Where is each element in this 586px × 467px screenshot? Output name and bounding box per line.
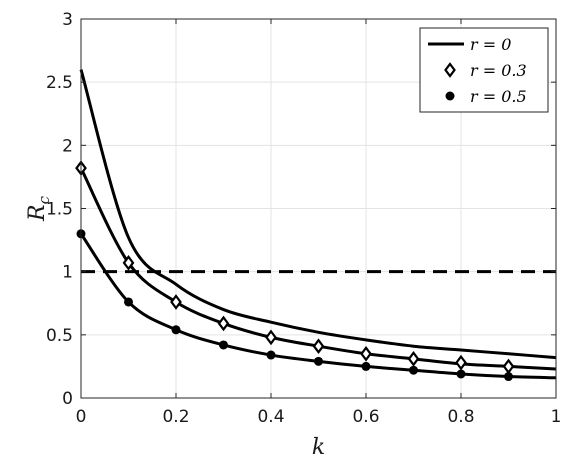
y-tick-label: 1: [62, 263, 73, 283]
y-axis-label: Rc: [25, 195, 53, 222]
series-1: [75, 160, 557, 375]
x-tick-label: 0.8: [447, 407, 474, 427]
legend-swatch-dot: [445, 91, 455, 101]
series-layer: [75, 69, 557, 382]
y-tick-label: 2: [62, 136, 73, 156]
legend-item-1: r = 0.3: [444, 61, 527, 80]
series-line-0: [79, 69, 557, 360]
legend-label: r = 0: [470, 35, 511, 54]
series-2-point: [504, 372, 513, 382]
series-1-point: [217, 315, 230, 332]
series-1-point: [170, 294, 182, 310]
series-1-point: [122, 254, 135, 271]
series-2-point: [456, 369, 466, 379]
series-0: [79, 69, 557, 360]
legend-box: [419, 27, 549, 113]
series-1-point: [502, 358, 515, 375]
y-tick-label: 0.5: [46, 326, 73, 346]
y-tick-label: 2.5: [46, 73, 73, 93]
series-2: [76, 229, 557, 382]
legend-item-2: r = 0.5: [445, 87, 527, 106]
y-tick-label: 1.5: [46, 200, 73, 220]
y-axis-label-main: R: [25, 204, 50, 222]
series-2-point: [219, 340, 228, 350]
legend-item-0: r = 0: [428, 35, 511, 54]
series-2-point: [314, 356, 323, 366]
series-1-point: [455, 354, 467, 371]
series-2-point: [266, 350, 276, 360]
series-1-point: [312, 338, 325, 355]
tick-labels-layer: 0 0.2 0.4 0.6 0.8 1 0 0.5 1 1.5 2 2.5 3: [46, 10, 561, 427]
x-tick-label: 0.2: [162, 407, 189, 427]
series-1-point: [407, 351, 420, 367]
legend-swatch-diamond: [444, 62, 456, 78]
series-line-2: [79, 232, 557, 380]
x-tick-label: 0.6: [352, 407, 379, 427]
series-2-point: [361, 361, 371, 371]
legend-label: r = 0.5: [470, 87, 527, 106]
ticks-layer: [80, 18, 557, 399]
x-tick-label: 0: [76, 407, 87, 427]
legend: r = 0 r = 0.3 r = 0.5: [419, 27, 549, 113]
series-2-point: [409, 365, 418, 375]
series-1-point: [360, 345, 372, 362]
y-axis-label-subscript: c: [35, 195, 53, 204]
y-tick-label: 3: [62, 10, 73, 30]
x-axis-label: k: [312, 435, 325, 460]
series-2-point: [124, 297, 133, 307]
x-tick-label: 1: [551, 407, 562, 427]
y-tick-label: 0: [62, 389, 73, 409]
series-1-point: [265, 329, 277, 346]
x-tick-label: 0.4: [257, 407, 284, 427]
legend-label: r = 0.3: [470, 61, 527, 80]
series-2-point: [171, 325, 181, 335]
